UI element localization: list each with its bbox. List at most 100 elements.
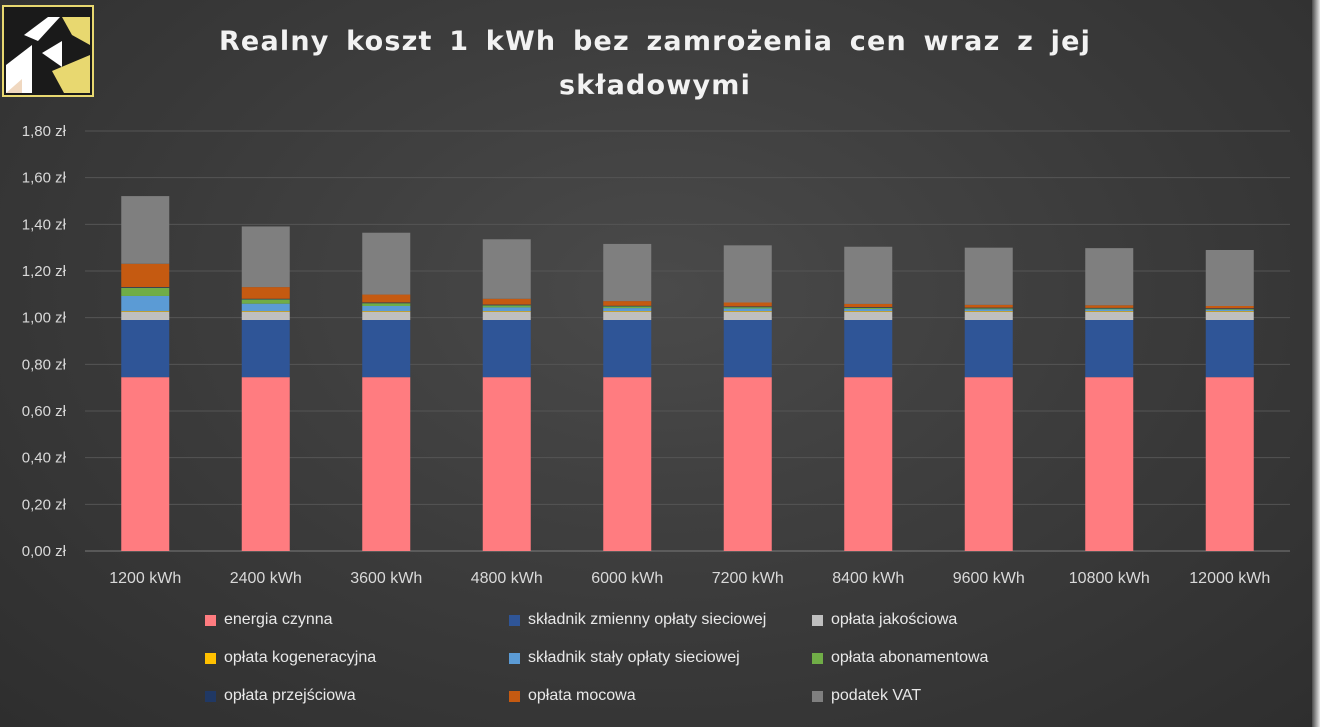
- bar-segment: [1085, 248, 1134, 306]
- legend-label: opłata mocowa: [528, 687, 636, 704]
- bar-segment: [1205, 309, 1254, 310]
- legend-swatch: [812, 652, 823, 664]
- bar-segment: [603, 305, 652, 307]
- x-tick-label: 4800 kWh: [471, 570, 543, 587]
- company-logo: [2, 5, 94, 97]
- bar-segment: [121, 377, 170, 551]
- bar-segment: [241, 287, 290, 299]
- bar-segment: [1085, 305, 1134, 308]
- bar-segment: [723, 308, 772, 312]
- y-tick-label: 1,40 zł: [22, 216, 67, 233]
- x-tick-label: 2400 kWh: [230, 570, 302, 587]
- bar-segment: [723, 377, 772, 551]
- bar-segment: [603, 320, 652, 378]
- bar-segment: [482, 304, 531, 306]
- bar-segment: [121, 287, 170, 288]
- legend-label: opłata kogeneracyjna: [224, 649, 377, 666]
- bar-segment: [241, 311, 290, 312]
- x-tick-label: 7200 kWh: [712, 570, 784, 587]
- bar-segment: [844, 320, 893, 378]
- chart-title: Realny koszt 1 kWh bez zamrożenia cen wr…: [218, 26, 1092, 101]
- bar-segment: [1205, 309, 1254, 312]
- bar-segment: [603, 306, 652, 309]
- bar-segment: [603, 377, 652, 551]
- stacked-bar-chart: 0,00 zł 0,20 zł 0,40 zł 0,60 zł 0,80 zł 1,00 …: [22, 123, 1290, 587]
- legend-label: opłata jakościowa: [831, 611, 958, 628]
- legend-swatch: [509, 614, 520, 626]
- bar-segment: [1205, 377, 1254, 551]
- bar-segment: [1085, 311, 1134, 320]
- bar-segment: [241, 226, 290, 288]
- bar-segment: [964, 307, 1013, 309]
- bar-segment: [964, 304, 1013, 308]
- legend-label: składnik zmienny opłaty sieciowej: [528, 611, 767, 628]
- bar-segment: [964, 377, 1013, 551]
- x-tick-label: 3600 kWh: [350, 570, 422, 587]
- bar-segment: [482, 320, 531, 378]
- bar-segment: [1205, 311, 1254, 312]
- bar-segment: [121, 196, 170, 264]
- bar-segment: [844, 307, 893, 308]
- bar-segment: [844, 311, 893, 320]
- legend-label: opłata przejściowa: [224, 687, 356, 704]
- bar-segment: [844, 307, 893, 310]
- bar-segment: [603, 311, 652, 312]
- legend-item: energia czynna: [205, 610, 509, 630]
- bar-segment: [482, 311, 531, 312]
- bar-segment: [844, 246, 893, 304]
- bar-segment: [1205, 250, 1254, 306]
- legend-swatch: [205, 614, 216, 626]
- bar-segment: [121, 311, 170, 320]
- x-tick-label: 8400 kWh: [832, 570, 904, 587]
- bar-segment: [964, 309, 1013, 312]
- bar-segment: [482, 307, 531, 312]
- bar-segment: [964, 320, 1013, 378]
- bar-segment: [844, 309, 893, 312]
- y-tick-label: 1,00 zł: [22, 310, 67, 327]
- bar-segment: [482, 298, 531, 305]
- legend-label: podatek VAT: [831, 687, 922, 704]
- bar-segment: [723, 311, 772, 320]
- legend-swatch: [205, 652, 216, 664]
- bar-segment: [121, 311, 170, 312]
- bar-segment: [362, 294, 411, 303]
- y-tick-label: 1,20 zł: [22, 263, 67, 280]
- bar-segment: [241, 303, 290, 312]
- legend-label: składnik stały opłaty sieciowej: [528, 649, 740, 666]
- bar-segment: [1085, 377, 1134, 551]
- bar-segment: [362, 232, 411, 295]
- bar-segment: [1085, 320, 1134, 378]
- bar-segment: [1205, 320, 1254, 378]
- bar-segment: [121, 320, 170, 378]
- legend-swatch: [812, 690, 823, 702]
- bar-segment: [723, 311, 772, 312]
- bar-segment: [362, 311, 411, 312]
- legend-label: energia czynna: [224, 611, 333, 628]
- bar-segment: [241, 377, 290, 551]
- x-tick-label: 6000 kWh: [591, 570, 663, 587]
- legend-item: opłata przejściowa: [205, 686, 509, 706]
- bar-segment: [362, 311, 411, 320]
- bar-segment: [603, 311, 652, 320]
- x-tick-label: 9600 kWh: [953, 570, 1025, 587]
- legend-swatch: [509, 652, 520, 664]
- legend-item: opłata abonamentowa: [812, 648, 1112, 668]
- y-tick-label: 0,00 zł: [22, 543, 67, 560]
- y-tick-label: 1,60 zł: [22, 170, 67, 187]
- bar-segment: [603, 301, 652, 306]
- legend-item: opłata jakościowa: [812, 610, 1112, 630]
- bar-segment: [723, 302, 772, 307]
- window-edge: [1312, 0, 1320, 727]
- x-tick-label: 10800 kWh: [1069, 570, 1150, 587]
- bar-segment: [121, 263, 170, 288]
- legend-item: opłata mocowa: [509, 686, 812, 706]
- bar-segment: [1085, 307, 1134, 309]
- bar-segment: [362, 320, 411, 378]
- legend-item: podatek VAT: [812, 686, 1112, 706]
- bar-segment: [1085, 309, 1134, 312]
- bar-segment: [241, 298, 290, 300]
- bar-segment: [482, 305, 531, 308]
- legend-label: opłata abonamentowa: [831, 649, 989, 666]
- bar-segment: [723, 320, 772, 378]
- bar-segment: [1205, 308, 1254, 310]
